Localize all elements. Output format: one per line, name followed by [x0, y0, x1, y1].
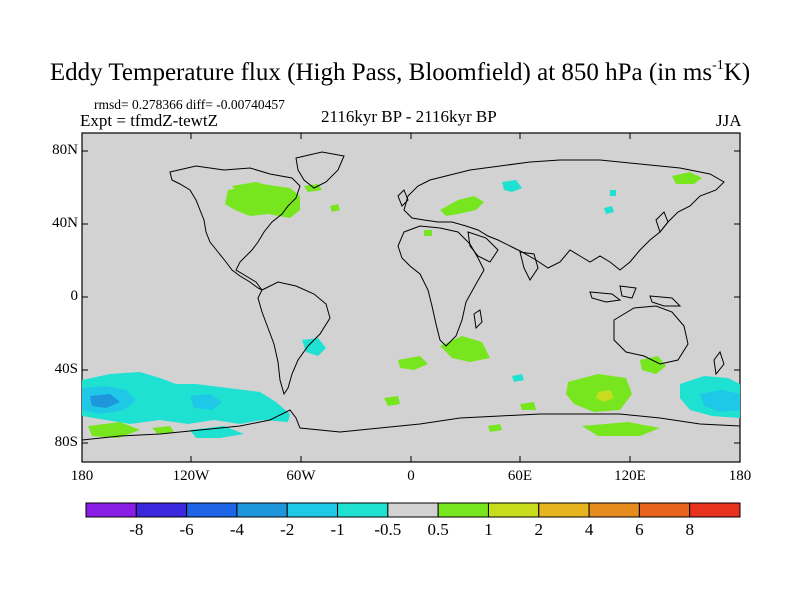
- coast-japan: [655, 211, 669, 234]
- patch-asia-cyan1: [604, 206, 614, 214]
- coastlines: [81, 151, 741, 441]
- lon-label-120w: 120W: [172, 468, 210, 484]
- patch-s-pacific-blue: [90, 394, 120, 408]
- patch-s-pac-east-lb: [700, 390, 740, 412]
- colorbar-box-12: [689, 502, 741, 518]
- patch-s-america-cyan: [302, 338, 326, 356]
- patch-antarctic-green2: [488, 424, 502, 432]
- period-label: 2116kyr BP - 2116kyr BP: [321, 107, 497, 126]
- plot-title: Eddy Temperature flux (High Pass, Bloomf…: [0, 58, 800, 87]
- colorbar-label-11: 8: [685, 520, 694, 539]
- colorbar-box-5: [337, 502, 389, 518]
- colorbar-box-4: [286, 502, 339, 518]
- lon-label-180e: 180: [728, 468, 752, 484]
- patch-siberia-cyan: [502, 180, 522, 192]
- colorbar-label-1: -6: [179, 520, 194, 539]
- colorbar-label-5: -0.5: [374, 520, 402, 539]
- coast-greenland: [295, 151, 345, 189]
- patch-central-asia: [440, 196, 484, 216]
- lon-label-60w: 60W: [286, 468, 316, 484]
- title-main: Eddy Temperature flux (High Pass, Bloomf…: [49, 59, 713, 86]
- lat-label-40n: 40N: [52, 215, 78, 231]
- coast-north-america: [169, 165, 301, 291]
- colorbar-label-7: 1: [484, 520, 493, 539]
- season-label: JJA: [716, 111, 742, 130]
- coast-indonesia2: [619, 285, 637, 299]
- patch-aus-sm: [640, 356, 666, 374]
- lon-label-120e: 120E: [614, 468, 646, 484]
- title-end: K): [723, 59, 751, 86]
- coast-india: [519, 251, 539, 281]
- patch-med: [424, 230, 432, 236]
- colorbar-label-4: -1: [330, 520, 345, 539]
- colorbar: [85, 502, 741, 518]
- lat-label-80s: 80S: [54, 434, 78, 450]
- colorbar-box-2: [186, 502, 238, 518]
- colorbar-label-6: 0.5: [427, 520, 449, 539]
- lat-label-0: 0: [70, 288, 79, 304]
- colorbar-box-11: [638, 502, 691, 518]
- axis-ticks: [82, 133, 740, 462]
- coast-eurasia: [403, 159, 725, 271]
- colorbar-label-9: 4: [584, 520, 594, 539]
- patch-atl-sm: [330, 204, 340, 212]
- patch-arctic-east: [672, 172, 702, 184]
- colorbar-box-3: [236, 502, 288, 518]
- patch-indian-sm2: [520, 402, 536, 410]
- experiment-label: Expt = tfmdZ-tewtZ: [80, 111, 219, 130]
- patch-s-indian-yellow: [596, 390, 614, 402]
- patch-canada-small: [232, 182, 270, 192]
- anomaly-patches: [82, 172, 740, 438]
- patch-asia-cyan2: [610, 190, 616, 196]
- coast-africa: [397, 225, 485, 347]
- patch-north-america: [225, 184, 300, 218]
- lon-label-60e: 60E: [507, 468, 533, 484]
- lat-label-80n: 80N: [52, 142, 78, 158]
- patch-s-atl: [398, 356, 428, 370]
- coast-new-guinea: [649, 295, 682, 307]
- coast-britain: [397, 189, 409, 207]
- coast-madagascar: [473, 309, 483, 330]
- colorbar-box-1: [135, 502, 188, 518]
- lon-label-0: 0: [407, 468, 415, 484]
- coast-arabia: [467, 231, 499, 263]
- colorbar-label-10: 6: [635, 520, 644, 539]
- patch-antarctic-green: [582, 422, 660, 436]
- coast-antarctica: [81, 409, 741, 441]
- colorbar-box-10: [588, 502, 640, 518]
- coast-new-zealand: [713, 350, 725, 376]
- colorbar-label-0: -8: [129, 520, 144, 539]
- lat-label-40s: 40S: [54, 361, 78, 377]
- patch-s-pacific-green: [88, 422, 140, 438]
- stats-line: rmsd= 0.278366 diff= -0.00740457: [94, 97, 285, 112]
- colorbar-box-6: [387, 502, 439, 518]
- colorbar-box-7: [437, 502, 489, 518]
- colorbar-box-9: [538, 502, 590, 518]
- coast-south-america: [257, 281, 331, 396]
- patch-ross-cyan: [190, 426, 244, 438]
- colorbar-label-3: -2: [280, 520, 295, 539]
- patch-s-pacific-lb2: [190, 394, 222, 410]
- patch-s-ind-cyan: [512, 374, 524, 382]
- lon-label-180w: 180: [70, 468, 94, 484]
- patch-s-pacific-cyan: [82, 372, 290, 424]
- colorbar-label-8: 2: [534, 520, 544, 539]
- patch-s-pacific-green2: [152, 426, 174, 434]
- patch-s-africa: [440, 336, 490, 362]
- title-superscript: -1: [712, 58, 724, 73]
- colorbar-box-8: [487, 502, 540, 518]
- coast-indonesia1: [589, 291, 622, 303]
- coast-australia: [613, 305, 689, 365]
- colorbar-box-0: [85, 502, 137, 518]
- patch-indian-sm: [384, 396, 400, 406]
- colorbar-label-2: -4: [229, 520, 244, 539]
